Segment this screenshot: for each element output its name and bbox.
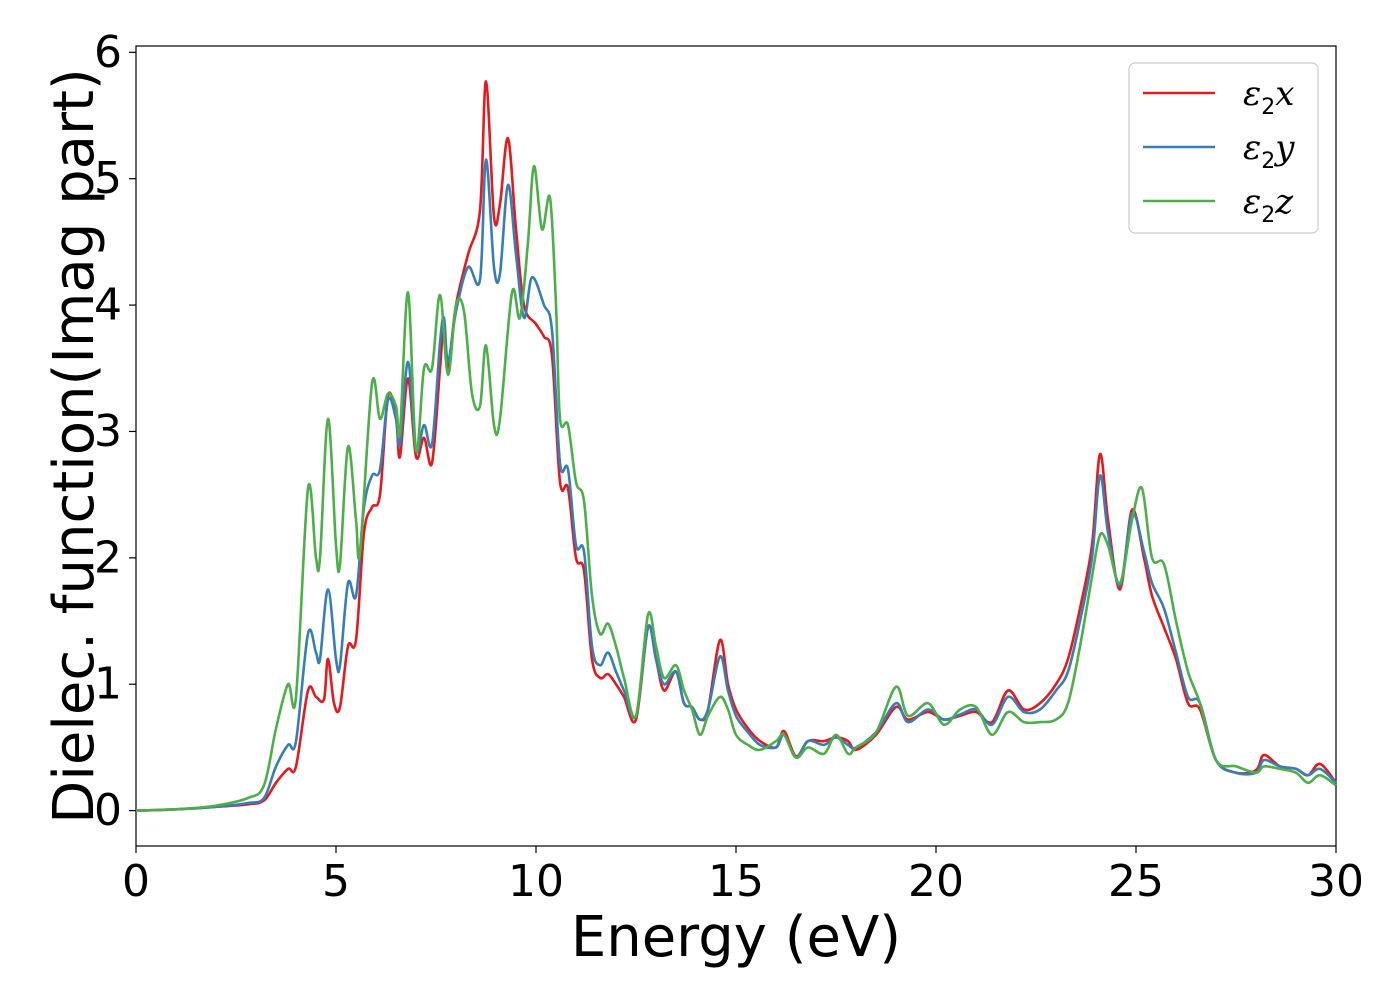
y-tick-label: 5	[94, 153, 122, 204]
x-tick-label: 20	[908, 856, 964, 907]
x-tick-label: 0	[122, 856, 150, 907]
x-tick-label: 15	[708, 856, 764, 907]
y-axis-title: Dielec. function(Imag part)	[42, 68, 107, 824]
y-tick-label: 2	[94, 532, 122, 583]
x-tick-label: 30	[1308, 856, 1364, 907]
y-tick-label: 1	[94, 659, 122, 710]
series-line-2	[135, 158, 1337, 812]
y-axis-ticks: 0 1 2 3 4 5 6	[94, 27, 136, 836]
y-tick-label: 6	[94, 27, 122, 78]
y-tick-label: 4	[94, 280, 122, 331]
x-axis-title: Energy (eV)	[571, 905, 901, 970]
legend: ε2x ε2y ε2z	[1128, 62, 1319, 234]
y-tick-label: 3	[94, 406, 122, 457]
legend-label-3: ε2z	[1243, 182, 1294, 228]
legend-frame	[1128, 62, 1319, 234]
series-layer	[135, 80, 1338, 812]
x-axis-ticks: 0 5 10 15 20 25 30	[122, 846, 1364, 907]
x-tick-label: 25	[1108, 856, 1164, 907]
legend-label-1: ε2x	[1243, 74, 1294, 120]
y-tick-label: 0	[94, 785, 122, 836]
legend-label-2: ε2y	[1243, 128, 1295, 174]
x-tick-label: 10	[508, 856, 564, 907]
series-line-3	[135, 164, 1337, 812]
x-tick-label: 5	[322, 856, 350, 907]
